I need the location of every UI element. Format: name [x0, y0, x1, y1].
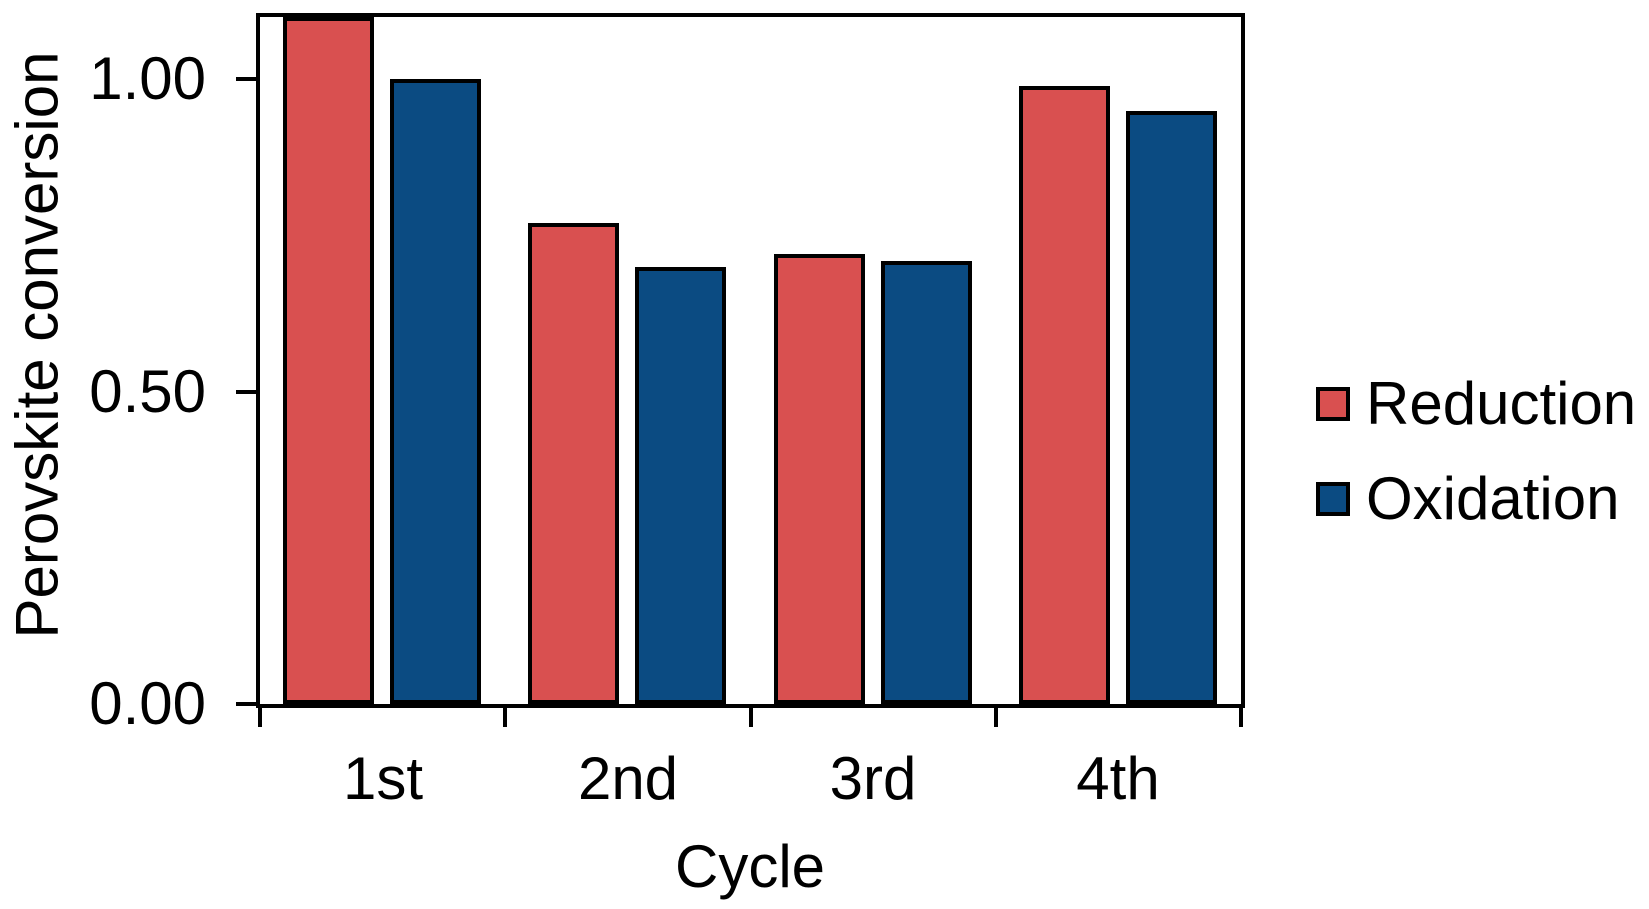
x-tick	[1239, 708, 1243, 727]
legend-label: Reduction	[1366, 370, 1637, 437]
legend-item-oxidation: Oxidation	[1316, 468, 1636, 530]
legend-swatch-oxidation	[1316, 482, 1350, 516]
x-tick	[258, 708, 262, 727]
x-tick-label: 2nd	[577, 745, 679, 812]
plot-area	[256, 13, 1245, 708]
y-tick	[236, 390, 256, 394]
bar-reduction-2nd	[528, 223, 619, 704]
bar-reduction-1st	[283, 17, 374, 704]
x-tick-label: 1st	[342, 745, 424, 812]
legend-swatch-reduction	[1316, 387, 1350, 421]
bar-oxidation-2nd	[635, 267, 726, 704]
legend: Reduction Oxidation	[1316, 373, 1636, 530]
y-tick-label: 1.00	[89, 45, 206, 112]
x-tick	[749, 708, 753, 727]
y-axis-title: Perovskite conversion	[3, 51, 71, 639]
bar-oxidation-3rd	[881, 261, 972, 704]
x-tick	[994, 708, 998, 727]
y-tick-label: 0.00	[89, 670, 206, 737]
x-tick-label: 4th	[1076, 745, 1160, 812]
bar-oxidation-4th	[1126, 111, 1217, 704]
legend-label: Oxidation	[1366, 465, 1620, 532]
x-tick-label: 3rd	[829, 745, 917, 812]
legend-item-reduction: Reduction	[1316, 373, 1636, 435]
x-tick	[503, 708, 507, 727]
bar-reduction-4th	[1019, 86, 1110, 704]
y-tick-label: 0.50	[89, 358, 206, 425]
y-tick	[236, 77, 256, 81]
bar-reduction-3rd	[774, 254, 865, 704]
bar-oxidation-1st	[390, 79, 481, 704]
x-axis-title: Cycle	[674, 833, 826, 900]
y-tick	[236, 702, 256, 706]
